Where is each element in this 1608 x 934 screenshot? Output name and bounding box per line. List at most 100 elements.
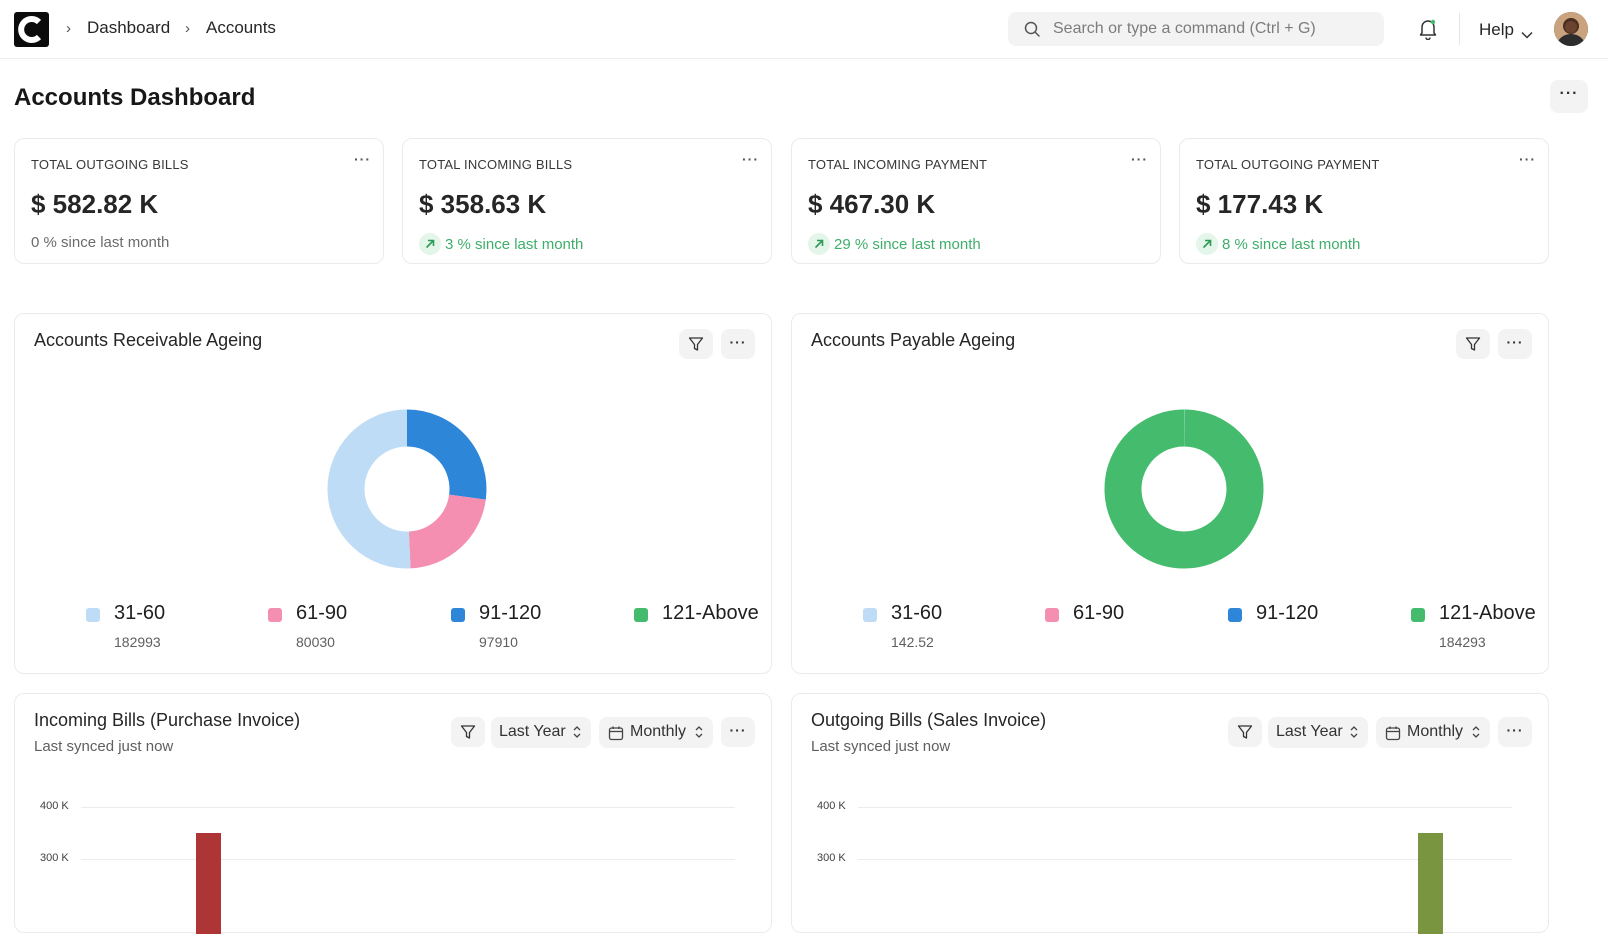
y-axis-tick-label: 300 K xyxy=(40,852,69,864)
number-card-total-incoming-bills: TOTAL INCOMING BILLS ··· $ 358.63 K 3 % … xyxy=(402,138,772,264)
chart-bar xyxy=(196,833,221,934)
search-placeholder: Search or type a command (Ctrl + G) xyxy=(1053,20,1316,38)
filter-button[interactable] xyxy=(679,329,713,359)
number-card-menu-button[interactable]: ··· xyxy=(1519,151,1536,167)
number-card-title: TOTAL OUTGOING BILLS xyxy=(31,157,189,172)
y-axis-tick-label: 300 K xyxy=(817,852,846,864)
notification-bell-icon[interactable] xyxy=(1418,18,1438,45)
legend-swatch xyxy=(1045,608,1059,622)
last-synced-text: Last synced just now xyxy=(811,738,950,755)
timespan-select[interactable]: Last Year xyxy=(491,717,591,748)
legend-value: 80030 xyxy=(296,634,335,650)
chart-title: Accounts Receivable Ageing xyxy=(34,330,262,351)
donut-slice-121-above[interactable] xyxy=(1123,428,1245,550)
legend-item-91-120: 91-120 97910 xyxy=(451,602,571,654)
payable-donut-chart xyxy=(1102,407,1266,571)
number-card-value: $ 358.63 K xyxy=(419,189,546,220)
legend-item-121-above: 121-Above 184293 xyxy=(1411,602,1541,654)
number-card-trend: 29 % since last month xyxy=(808,234,981,256)
chart-card-outgoing-bills: Outgoing Bills (Sales Invoice) Last sync… xyxy=(791,693,1549,933)
legend-swatch xyxy=(1228,608,1242,622)
number-card-title: TOTAL OUTGOING PAYMENT xyxy=(1196,157,1380,172)
number-card-value: $ 467.30 K xyxy=(808,189,935,220)
gridline xyxy=(858,859,1512,860)
legend-item-31-60: 31-60 142.52 xyxy=(863,602,983,654)
number-card-value: $ 177.43 K xyxy=(1196,189,1323,220)
number-card-total-incoming-payment: TOTAL INCOMING PAYMENT ··· $ 467.30 K 29… xyxy=(791,138,1161,264)
help-menu[interactable]: Help xyxy=(1479,20,1514,40)
page-menu-button[interactable]: ··· xyxy=(1550,80,1588,113)
number-card-trend: 8 % since last month xyxy=(1196,234,1360,256)
donut-slice-91-120[interactable] xyxy=(407,428,468,497)
legend-item-121-above: 121-Above xyxy=(634,602,764,654)
donut-slice-61-90[interactable] xyxy=(410,497,468,550)
interval-select[interactable]: Monthly xyxy=(1376,717,1490,748)
trend-text: 29 % since last month xyxy=(834,236,981,253)
number-card-trend: 0 % since last month xyxy=(31,234,169,251)
donut-slice-31-60[interactable] xyxy=(346,428,410,550)
top-navbar: › Dashboard › Accounts Search or type a … xyxy=(0,0,1608,59)
chart-menu-button[interactable]: ··· xyxy=(721,717,755,747)
legend-item-61-90: 61-90 xyxy=(1045,602,1165,654)
legend-label: 31-60 xyxy=(891,602,942,625)
filter-button[interactable] xyxy=(1228,717,1262,747)
timespan-select[interactable]: Last Year xyxy=(1268,717,1368,748)
arrow-up-right-icon xyxy=(1196,233,1218,255)
y-axis-tick-label: 400 K xyxy=(40,800,69,812)
legend-value: 97910 xyxy=(479,634,518,650)
number-card-menu-button[interactable]: ··· xyxy=(354,151,371,167)
filter-button[interactable] xyxy=(1456,329,1490,359)
chart-title: Incoming Bills (Purchase Invoice) xyxy=(34,710,300,731)
legend-swatch xyxy=(451,608,465,622)
chevron-right-icon: › xyxy=(185,20,190,37)
number-card-trend: 3 % since last month xyxy=(419,234,583,256)
last-synced-text: Last synced just now xyxy=(34,738,173,755)
timespan-select-value: Last Year xyxy=(499,723,566,741)
chevron-up-down-icon xyxy=(1349,725,1359,744)
timespan-select-value: Last Year xyxy=(1276,723,1343,741)
legend-swatch xyxy=(268,608,282,622)
chart-card-incoming-bills: Incoming Bills (Purchase Invoice) Last s… xyxy=(14,693,772,933)
chart-title: Outgoing Bills (Sales Invoice) xyxy=(811,710,1046,731)
gridline xyxy=(81,807,735,808)
number-card-menu-button[interactable]: ··· xyxy=(742,151,759,167)
legend-swatch xyxy=(1411,608,1425,622)
legend-value: 142.52 xyxy=(891,634,934,650)
arrow-up-right-icon xyxy=(808,233,830,255)
chart-bar xyxy=(1418,833,1443,934)
legend-swatch xyxy=(86,608,100,622)
chart-menu-button[interactable]: ··· xyxy=(721,329,755,359)
search-bar[interactable]: Search or type a command (Ctrl + G) xyxy=(1008,12,1384,46)
chevron-up-down-icon xyxy=(1471,725,1481,744)
legend-swatch xyxy=(863,608,877,622)
user-avatar[interactable] xyxy=(1554,12,1588,46)
app-logo[interactable] xyxy=(14,12,49,47)
legend-label: 61-90 xyxy=(1073,602,1124,625)
legend-label: 91-120 xyxy=(1256,602,1318,625)
filter-icon xyxy=(1465,336,1481,352)
chevron-down-icon[interactable] xyxy=(1521,26,1533,44)
filter-icon xyxy=(688,336,704,352)
number-card-menu-button[interactable]: ··· xyxy=(1131,151,1148,167)
chevron-up-down-icon xyxy=(572,725,582,744)
chart-menu-button[interactable]: ··· xyxy=(1498,329,1532,359)
breadcrumb-accounts[interactable]: Accounts xyxy=(206,18,276,38)
y-axis-tick-label: 400 K xyxy=(817,800,846,812)
number-card-title: TOTAL INCOMING PAYMENT xyxy=(808,157,987,172)
chart-card-payable-ageing: Accounts Payable Ageing ··· 31-60 142.52… xyxy=(791,313,1549,674)
legend-item-61-90: 61-90 80030 xyxy=(268,602,388,654)
breadcrumb-dashboard[interactable]: Dashboard xyxy=(87,18,170,38)
filter-button[interactable] xyxy=(451,717,485,747)
search-icon xyxy=(1024,21,1040,42)
chart-menu-button[interactable]: ··· xyxy=(1498,717,1532,747)
trend-text: 8 % since last month xyxy=(1222,236,1360,253)
trend-text: 3 % since last month xyxy=(445,236,583,253)
legend-label: 91-120 xyxy=(479,602,541,625)
calendar-icon xyxy=(608,725,624,746)
gridline xyxy=(81,859,735,860)
receivable-donut-chart xyxy=(325,407,489,571)
interval-select[interactable]: Monthly xyxy=(599,717,713,748)
legend-label: 121-Above xyxy=(662,602,759,625)
calendar-icon xyxy=(1385,725,1401,746)
filter-icon xyxy=(460,724,476,740)
